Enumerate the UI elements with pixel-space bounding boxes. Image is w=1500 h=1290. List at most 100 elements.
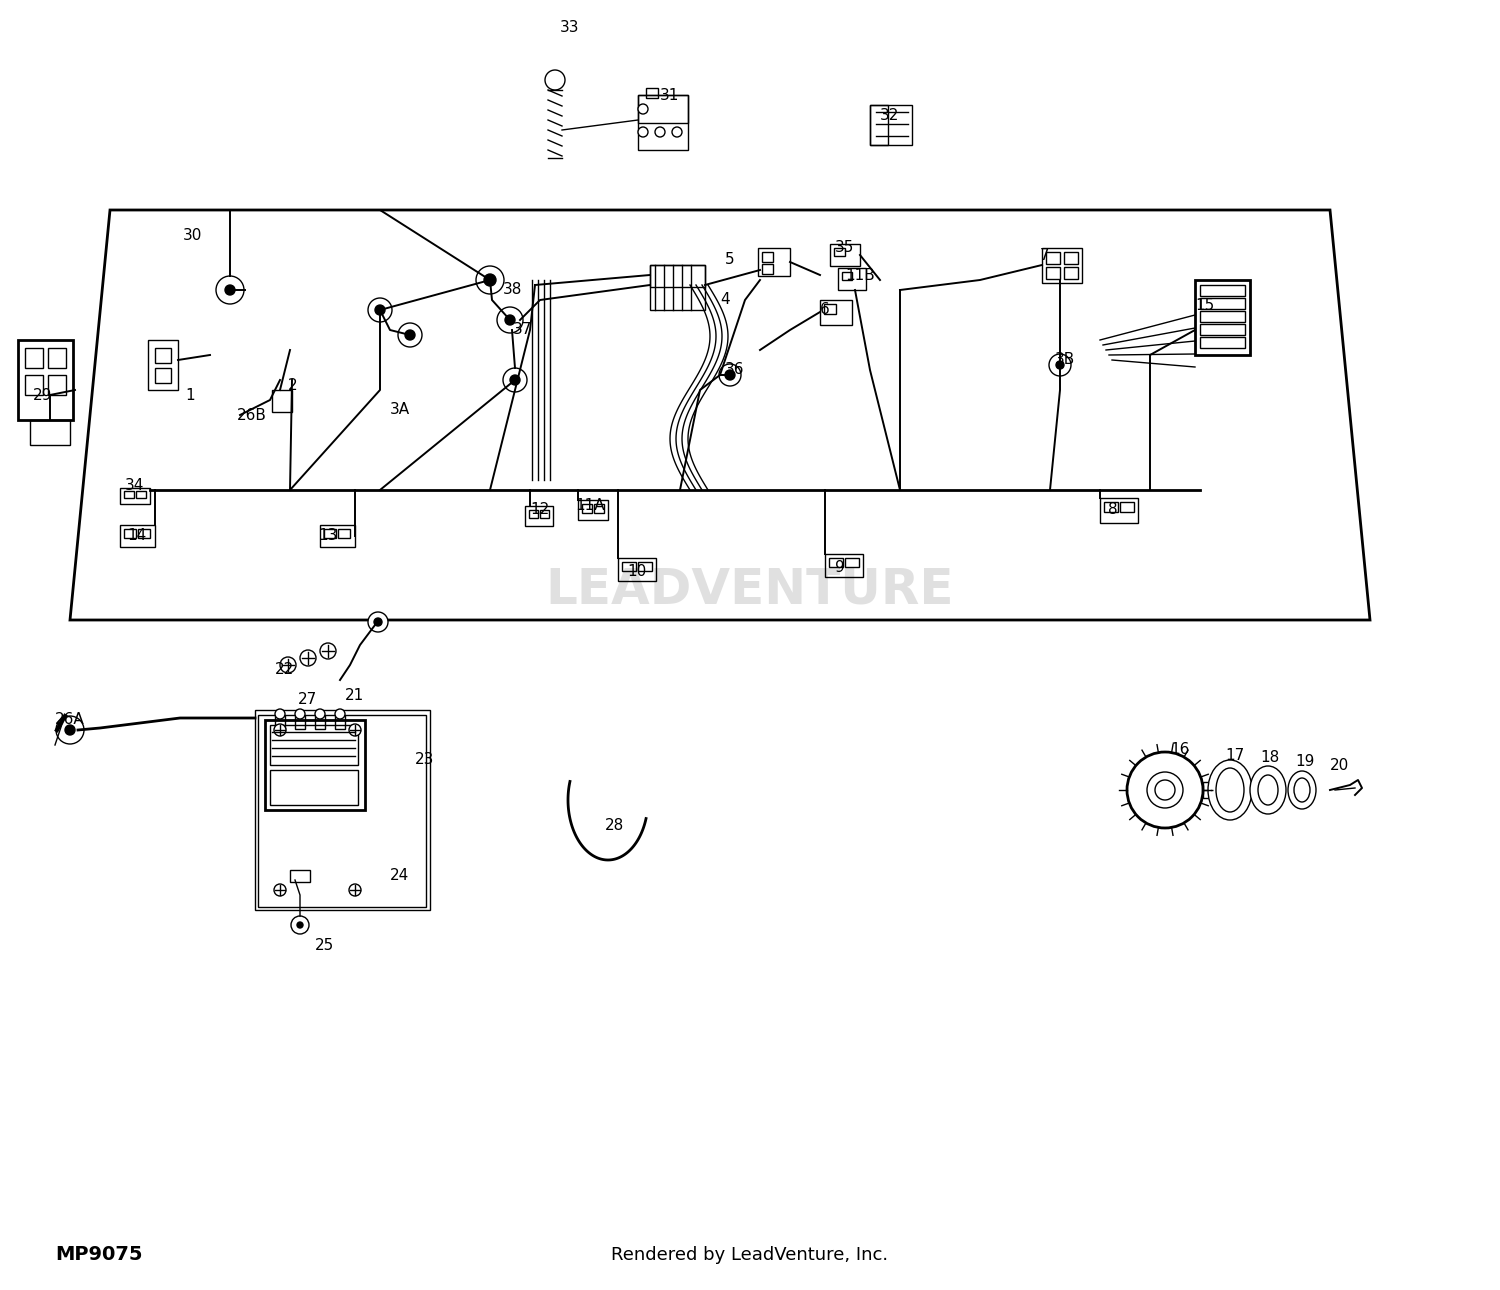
Bar	[270, 725, 358, 765]
Bar	[338, 529, 350, 538]
Circle shape	[315, 710, 326, 719]
Bar	[48, 375, 66, 395]
Circle shape	[216, 276, 244, 304]
Text: LEADVENTURE: LEADVENTURE	[546, 566, 954, 614]
Bar	[824, 304, 836, 313]
Circle shape	[297, 922, 303, 928]
Bar	[1064, 267, 1078, 279]
Circle shape	[368, 611, 388, 632]
Text: 34: 34	[124, 477, 144, 493]
Bar	[274, 715, 285, 729]
Text: 21: 21	[345, 688, 364, 703]
Text: 33: 33	[561, 21, 579, 36]
Bar	[1046, 252, 1060, 264]
Text: 1: 1	[184, 387, 195, 402]
Text: 20: 20	[1330, 757, 1350, 773]
Circle shape	[374, 618, 382, 626]
Text: 24: 24	[390, 867, 410, 882]
Bar	[578, 501, 608, 520]
Bar	[530, 510, 538, 519]
Text: 27: 27	[298, 693, 318, 707]
Bar	[136, 491, 146, 498]
Bar	[120, 488, 150, 504]
Bar	[525, 506, 554, 526]
Bar	[839, 268, 866, 290]
Text: 36: 36	[724, 362, 744, 378]
Bar	[650, 264, 705, 310]
Bar	[540, 510, 549, 519]
Bar	[124, 529, 136, 538]
Ellipse shape	[1208, 760, 1252, 820]
Bar	[154, 348, 171, 362]
Bar	[650, 264, 705, 286]
Text: 5: 5	[724, 253, 735, 267]
Ellipse shape	[1258, 775, 1278, 805]
Bar	[255, 710, 430, 909]
Bar	[138, 529, 150, 538]
Text: 25: 25	[315, 938, 334, 952]
Text: 8: 8	[1108, 503, 1118, 517]
Bar	[270, 770, 358, 805]
Bar	[762, 264, 772, 273]
Circle shape	[334, 710, 345, 719]
Bar	[1120, 502, 1134, 512]
Bar	[638, 95, 688, 150]
Bar	[1100, 498, 1138, 522]
Bar	[646, 88, 658, 98]
Circle shape	[672, 126, 682, 137]
Circle shape	[350, 884, 361, 897]
Ellipse shape	[1294, 778, 1310, 802]
Circle shape	[350, 724, 361, 737]
Bar	[26, 348, 44, 368]
Circle shape	[398, 322, 422, 347]
Circle shape	[484, 273, 496, 286]
Bar	[825, 553, 862, 577]
Bar	[324, 529, 336, 538]
Circle shape	[718, 364, 741, 386]
Text: 4: 4	[720, 293, 729, 307]
Text: 10: 10	[627, 565, 646, 579]
Text: 29: 29	[33, 387, 53, 402]
Circle shape	[375, 304, 386, 315]
Ellipse shape	[1216, 768, 1243, 811]
Bar	[638, 562, 652, 571]
Text: 7: 7	[1040, 248, 1050, 262]
Bar	[1200, 337, 1245, 348]
Circle shape	[368, 298, 392, 322]
Text: 6: 6	[821, 302, 830, 317]
Bar	[148, 341, 178, 390]
Bar	[30, 421, 70, 445]
Ellipse shape	[1288, 771, 1316, 809]
Circle shape	[544, 70, 566, 90]
Circle shape	[274, 710, 285, 719]
Text: 31: 31	[660, 88, 680, 102]
Text: 19: 19	[1294, 755, 1314, 770]
Text: 13: 13	[318, 528, 338, 543]
Bar	[258, 715, 426, 907]
Bar	[26, 375, 44, 395]
Text: 14: 14	[128, 528, 147, 543]
Bar	[18, 341, 74, 421]
Circle shape	[225, 285, 236, 295]
Bar	[154, 368, 171, 383]
Bar	[830, 559, 843, 568]
Text: 35: 35	[836, 240, 855, 255]
Text: 22: 22	[274, 663, 294, 677]
Bar	[315, 715, 326, 729]
Text: 37: 37	[513, 322, 532, 338]
Bar	[1200, 285, 1245, 295]
Circle shape	[1048, 353, 1071, 375]
Circle shape	[405, 330, 416, 341]
Bar	[842, 272, 852, 280]
Text: 26A: 26A	[56, 712, 84, 728]
Bar	[762, 252, 772, 262]
Bar	[821, 301, 852, 325]
Text: 3B: 3B	[1054, 352, 1076, 368]
Bar	[1064, 252, 1078, 264]
Circle shape	[1126, 752, 1203, 828]
Circle shape	[274, 884, 286, 897]
Circle shape	[274, 724, 286, 737]
Text: Rendered by LeadVenture, Inc.: Rendered by LeadVenture, Inc.	[612, 1246, 888, 1264]
Bar	[1200, 298, 1245, 310]
Bar	[618, 559, 656, 581]
